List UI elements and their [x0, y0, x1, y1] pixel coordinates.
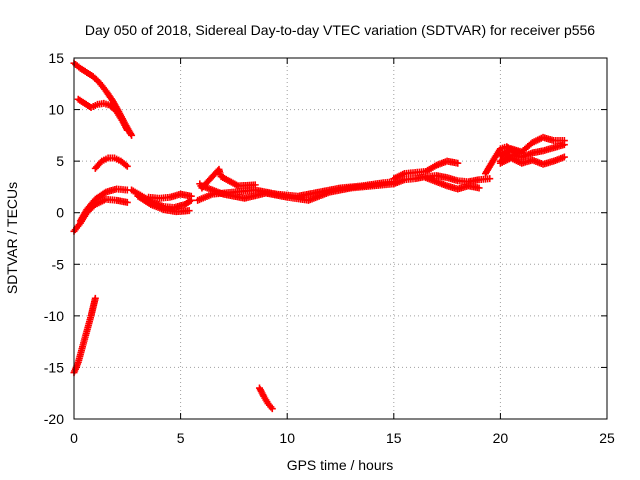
- x-tick-label: 10: [279, 430, 295, 446]
- data-points: [496, 133, 568, 160]
- series-arc-late-lower: [496, 153, 568, 168]
- y-tick-label: -10: [44, 308, 64, 324]
- data-points: [76, 185, 131, 225]
- data-points: [496, 153, 568, 168]
- data-points: [390, 157, 462, 183]
- series-arc-rise-mid: [76, 185, 131, 225]
- y-tick-label: 10: [48, 102, 64, 118]
- data-series: [70, 59, 568, 413]
- plot-frame: [73, 57, 608, 420]
- y-tick-label: 5: [56, 153, 64, 169]
- y-tick-label: 0: [56, 205, 64, 221]
- data-points: [145, 190, 195, 202]
- x-axis-label: GPS time / hours: [287, 457, 394, 473]
- series-arc-negative-late: [255, 384, 276, 413]
- series-arc-dip-lower: [134, 192, 193, 216]
- tick-labels: 0 5 10 15 20 25 15 10 5 0 -5 -10 -15 -20: [44, 50, 615, 446]
- data-points: [255, 384, 276, 413]
- series-arc-hump-5: [91, 154, 131, 172]
- data-points: [196, 165, 259, 192]
- series-arc-steep-negative: [70, 294, 99, 377]
- series-arc-rise-low: [70, 195, 131, 235]
- data-points: [70, 294, 99, 377]
- series-arc-late-upper: [496, 133, 568, 160]
- y-tick-label: -5: [52, 256, 65, 272]
- chart-title: Day 050 of 2018, Sidereal Day-to-day VTE…: [85, 22, 595, 38]
- y-tick-label: 15: [48, 50, 64, 66]
- y-tick-label: -20: [44, 411, 64, 427]
- data-points: [74, 95, 131, 134]
- y-tick-label: -15: [44, 359, 64, 375]
- data-points: [91, 154, 131, 172]
- series-arc-rising-upper: [390, 157, 462, 183]
- data-points: [70, 195, 131, 235]
- x-tick-label: 25: [599, 430, 615, 446]
- data-points: [134, 192, 193, 216]
- axis-ticks: [73, 57, 608, 420]
- series-arc-hump-10: [74, 95, 131, 134]
- grid-lines: [74, 58, 607, 419]
- data-points: [422, 174, 483, 193]
- x-tick-label: 20: [493, 430, 509, 446]
- x-tick-label: 15: [386, 430, 402, 446]
- x-tick-label: 5: [177, 430, 185, 446]
- y-axis-label: SDTVAR / TECUs: [4, 182, 20, 294]
- series-arc-rising-lower: [422, 174, 483, 193]
- x-tick-label: 0: [70, 430, 78, 446]
- series-arc-flat-upper: [145, 190, 195, 202]
- series-arc-spikes: [196, 165, 259, 192]
